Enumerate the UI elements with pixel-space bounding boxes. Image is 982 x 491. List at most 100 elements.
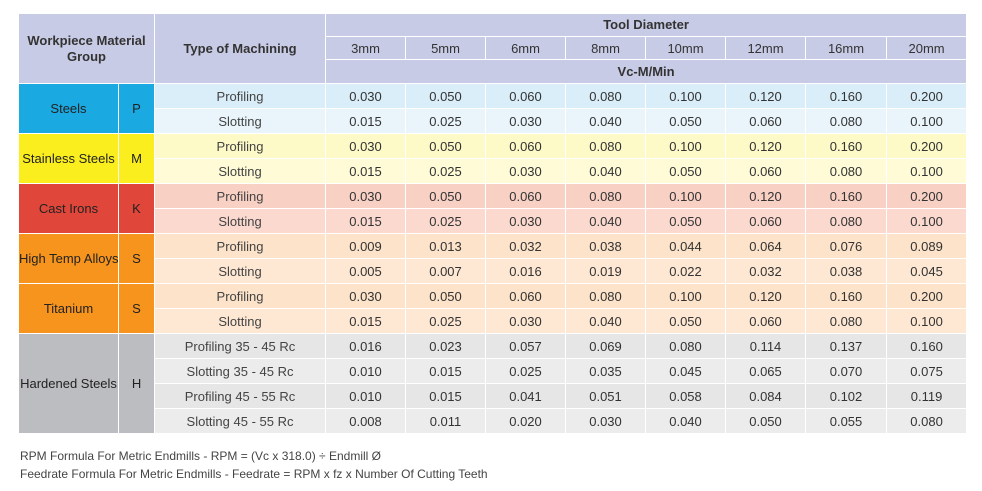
feed-value: 0.015 xyxy=(405,383,487,409)
feed-value: 0.080 xyxy=(886,408,968,434)
feed-value: 0.080 xyxy=(565,183,647,209)
feed-value: 0.030 xyxy=(485,158,567,184)
feed-value: 0.060 xyxy=(725,108,807,134)
feed-value: 0.030 xyxy=(325,183,407,209)
feed-value: 0.100 xyxy=(886,208,968,234)
feed-value: 0.200 xyxy=(886,133,968,159)
feed-value: 0.010 xyxy=(325,383,407,409)
feed-value: 0.080 xyxy=(645,333,727,359)
iso-code: K xyxy=(117,183,156,234)
header-material-group: Workpiece Material Group xyxy=(17,13,156,84)
feed-value: 0.040 xyxy=(565,208,647,234)
header-diameter-3mm: 3mm xyxy=(325,36,407,60)
feed-value: 0.160 xyxy=(886,333,968,359)
feed-value: 0.015 xyxy=(405,358,487,384)
header-diameter-20mm: 20mm xyxy=(886,36,968,60)
feed-value: 0.032 xyxy=(725,258,807,284)
feed-value: 0.050 xyxy=(405,283,487,309)
feed-value: 0.010 xyxy=(325,358,407,384)
feed-value: 0.050 xyxy=(405,183,487,209)
feed-value: 0.050 xyxy=(725,408,807,434)
feed-value: 0.015 xyxy=(325,208,407,234)
feed-value: 0.065 xyxy=(725,358,807,384)
feed-value: 0.005 xyxy=(325,258,407,284)
header-diameter-16mm: 16mm xyxy=(805,36,888,60)
feed-value: 0.160 xyxy=(805,133,888,159)
feed-value: 0.040 xyxy=(645,408,727,434)
machining-type: Slotting xyxy=(154,208,327,234)
feed-value: 0.038 xyxy=(805,258,888,284)
machining-type: Profiling xyxy=(154,133,327,159)
feed-value: 0.200 xyxy=(886,183,968,209)
machining-type: Profiling xyxy=(154,83,327,109)
feed-value: 0.050 xyxy=(645,108,727,134)
feed-value: 0.032 xyxy=(485,233,567,259)
feed-value: 0.080 xyxy=(805,108,888,134)
feed-value: 0.040 xyxy=(565,308,647,334)
feed-value: 0.025 xyxy=(405,108,487,134)
feed-value: 0.050 xyxy=(405,133,487,159)
header-diameter-5mm: 5mm xyxy=(405,36,487,60)
feed-value: 0.100 xyxy=(886,308,968,334)
feed-value: 0.050 xyxy=(645,208,727,234)
table-row: High Temp Alloys S Profiling 0.009 0.013 0.03… xyxy=(18,233,968,284)
feed-value: 0.040 xyxy=(565,108,647,134)
feed-value: 0.011 xyxy=(405,408,487,434)
feed-value: 0.060 xyxy=(725,308,807,334)
feed-value: 0.120 xyxy=(725,133,807,159)
material-group-name: Steels xyxy=(18,83,119,134)
feed-value: 0.044 xyxy=(645,233,727,259)
iso-code: H xyxy=(117,333,156,434)
feed-value: 0.030 xyxy=(565,408,647,434)
feed-value: 0.025 xyxy=(485,358,567,384)
table-row: Slotting 0.005 0.007 0.016 0.019 0.022 0.032 0.… xyxy=(19,258,968,284)
machining-type: Profiling 45 - 55 Rc xyxy=(154,383,327,409)
feed-value: 0.016 xyxy=(485,258,567,284)
feed-value: 0.060 xyxy=(725,208,807,234)
feed-value: 0.100 xyxy=(886,108,968,134)
feed-value: 0.160 xyxy=(805,183,888,209)
feed-value: 0.016 xyxy=(325,333,407,359)
table-row: Slotting 45 - 55 Rc 0.008 0.011 0.020 0.030 0… xyxy=(19,408,968,434)
machining-type: Slotting 35 - 45 Rc xyxy=(154,358,327,384)
machining-type: Slotting 45 - 55 Rc xyxy=(154,408,327,434)
feed-value: 0.102 xyxy=(805,383,888,409)
feed-value: 0.100 xyxy=(886,158,968,184)
feed-value: 0.060 xyxy=(485,133,567,159)
feed-value: 0.070 xyxy=(805,358,888,384)
feed-value: 0.045 xyxy=(645,358,727,384)
feed-value: 0.060 xyxy=(725,158,807,184)
feed-value: 0.100 xyxy=(645,83,727,109)
header-diameter-12mm: 12mm xyxy=(725,36,807,60)
feed-value: 0.057 xyxy=(485,333,567,359)
feed-value: 0.025 xyxy=(405,208,487,234)
header-diameter-10mm: 10mm xyxy=(645,36,727,60)
iso-code: P xyxy=(117,83,156,134)
rpm-formula: RPM Formula For Metric Endmills - RPM = … xyxy=(20,449,381,463)
feed-value: 0.076 xyxy=(805,233,888,259)
material-group-name: Titanium xyxy=(18,283,119,334)
feed-value: 0.030 xyxy=(325,283,407,309)
feed-value: 0.100 xyxy=(645,283,727,309)
iso-code: M xyxy=(117,133,156,184)
feed-value: 0.120 xyxy=(725,183,807,209)
feed-value: 0.160 xyxy=(805,83,888,109)
table-row: Profiling 45 - 55 Rc 0.010 0.015 0.041 0.051… xyxy=(19,383,968,409)
feed-value: 0.080 xyxy=(805,158,888,184)
material-group-name: Cast Irons xyxy=(18,183,119,234)
feed-value: 0.137 xyxy=(805,333,888,359)
feed-value: 0.060 xyxy=(485,183,567,209)
material-group-name: Hardened Steels xyxy=(18,333,119,434)
header-type-of-machining: Type of Machining xyxy=(154,13,327,84)
feed-value: 0.030 xyxy=(325,133,407,159)
table-row: Titanium S Profiling 0.030 0.050 0.060 0.080 0.… xyxy=(18,283,968,334)
feed-value: 0.025 xyxy=(405,158,487,184)
feed-value: 0.055 xyxy=(805,408,888,434)
feed-value: 0.038 xyxy=(565,233,647,259)
feed-value: 0.050 xyxy=(405,83,487,109)
feed-value: 0.020 xyxy=(485,408,567,434)
iso-code: S xyxy=(117,233,156,284)
feed-value: 0.040 xyxy=(565,158,647,184)
feed-value: 0.035 xyxy=(565,358,647,384)
